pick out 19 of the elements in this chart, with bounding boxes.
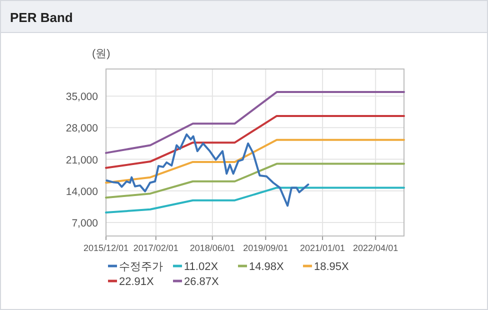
x-tick-label: 2019/09/01 — [243, 243, 288, 253]
x-tick-label: 2015/12/01 — [83, 243, 129, 253]
y-tick-label: 14,000 — [66, 186, 98, 198]
ylabel: (원) — [92, 48, 110, 60]
y-tick-label: 35,000 — [66, 91, 98, 104]
x-tick-label: 2018/06/01 — [190, 243, 235, 253]
legend-label: 11.02X — [184, 261, 219, 273]
x-tick-label: 2021/01/01 — [300, 243, 346, 253]
legend-label: 14.98X — [249, 261, 285, 273]
y-tick-label: 7,000 — [72, 217, 98, 230]
x-tick-label: 2022/04/01 — [353, 243, 398, 253]
y-tick-label: 21,000 — [66, 154, 98, 166]
x-tick-label: 2017/02/01 — [133, 243, 178, 253]
title: PER Band — [10, 10, 73, 25]
legend-label: 수정주가 — [119, 261, 163, 273]
legend-label: 22.91X — [119, 276, 155, 288]
legend-label: 18.95X — [314, 261, 350, 273]
legend-label: 26.87X — [184, 276, 220, 288]
y-tick-label: 28,000 — [66, 122, 98, 135]
